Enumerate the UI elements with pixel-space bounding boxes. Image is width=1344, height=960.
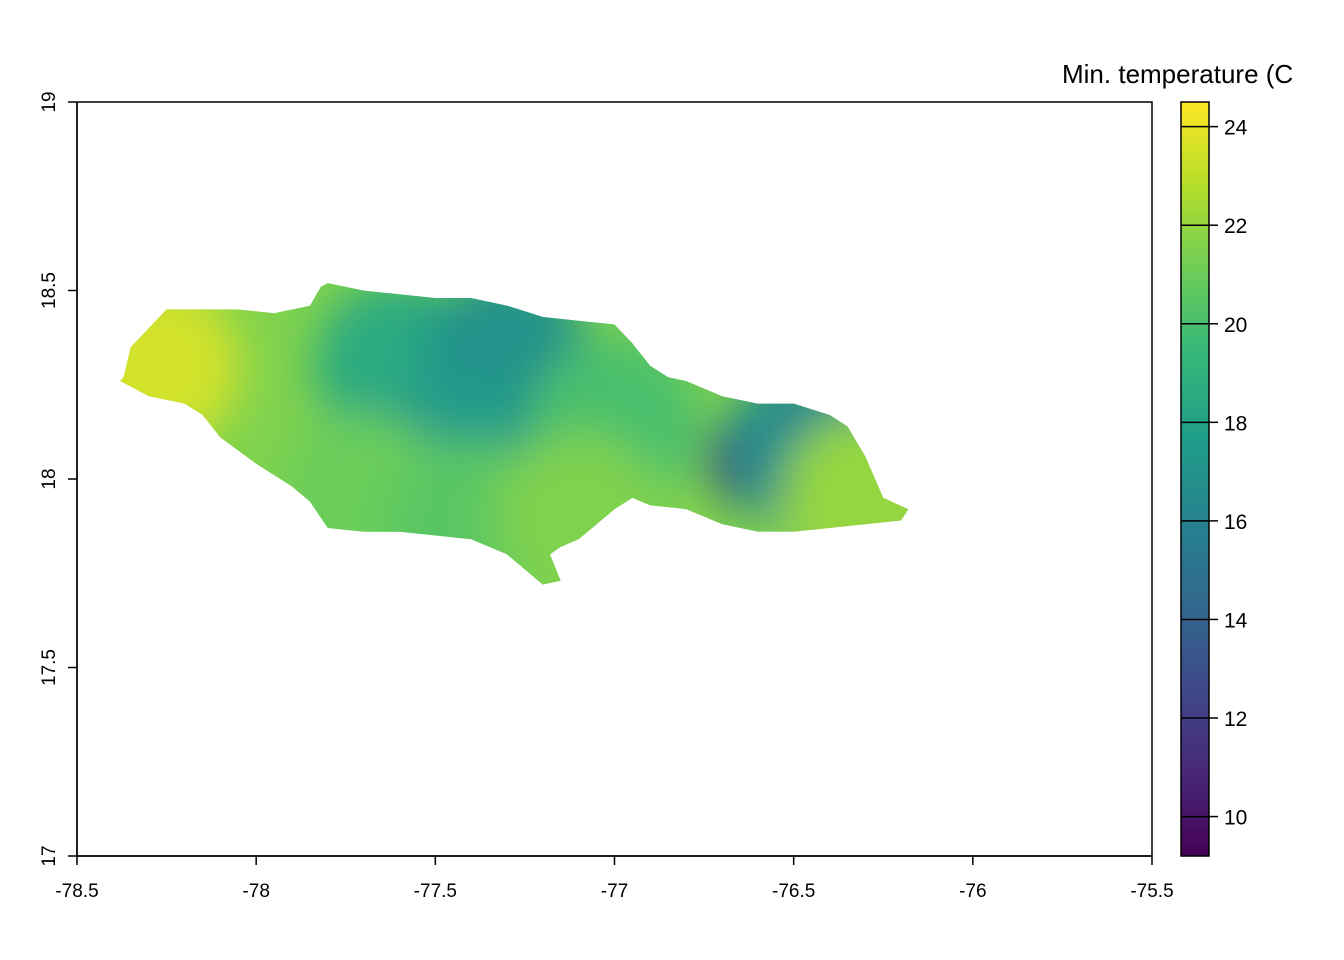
legend-tick-label: 20 [1224, 314, 1247, 337]
y-tick-label: 17 [39, 845, 60, 866]
legend-title: Min. temperature (C [1062, 59, 1293, 89]
legend-color-bar [1180, 101, 1210, 857]
legend-tick-label: 16 [1224, 511, 1247, 534]
x-tick-label: -76 [959, 881, 986, 902]
y-tick-label: 19 [39, 91, 60, 112]
x-tick-label: -78.5 [55, 881, 98, 902]
legend-tick-label: 12 [1224, 708, 1247, 731]
raster-region-0 [120, 283, 241, 451]
x-tick-label: -78 [242, 881, 269, 902]
y-tick-label: 18.5 [39, 272, 60, 309]
legend-tick-label: 18 [1224, 412, 1247, 435]
legend-tick-label: 14 [1224, 609, 1248, 632]
x-tick-label: -77.5 [414, 881, 457, 902]
x-axis: -78.5 -78 -77.5 -77 -76.5 -76 -75.5 [55, 855, 1174, 902]
map-plot-area [76, 101, 1153, 857]
x-tick-label: -75.5 [1130, 881, 1173, 902]
y-tick-label: 17.5 [39, 649, 60, 686]
y-axis: 17 17.5 18 18.5 19 [39, 91, 78, 867]
x-tick-label: -76.5 [772, 881, 815, 902]
legend-tick-label: 22 [1224, 215, 1247, 238]
legend-tick-label: 10 [1224, 807, 1247, 830]
x-tick-label: -77 [601, 881, 628, 902]
y-tick-label: 18 [39, 468, 60, 489]
color-legend: Min. temperature (C 10 12 14 16 18 20 22 24 [1062, 59, 1293, 857]
legend-ticks: 10 12 14 16 18 20 22 24 [1181, 117, 1248, 830]
legend-tick-label: 24 [1224, 117, 1248, 140]
